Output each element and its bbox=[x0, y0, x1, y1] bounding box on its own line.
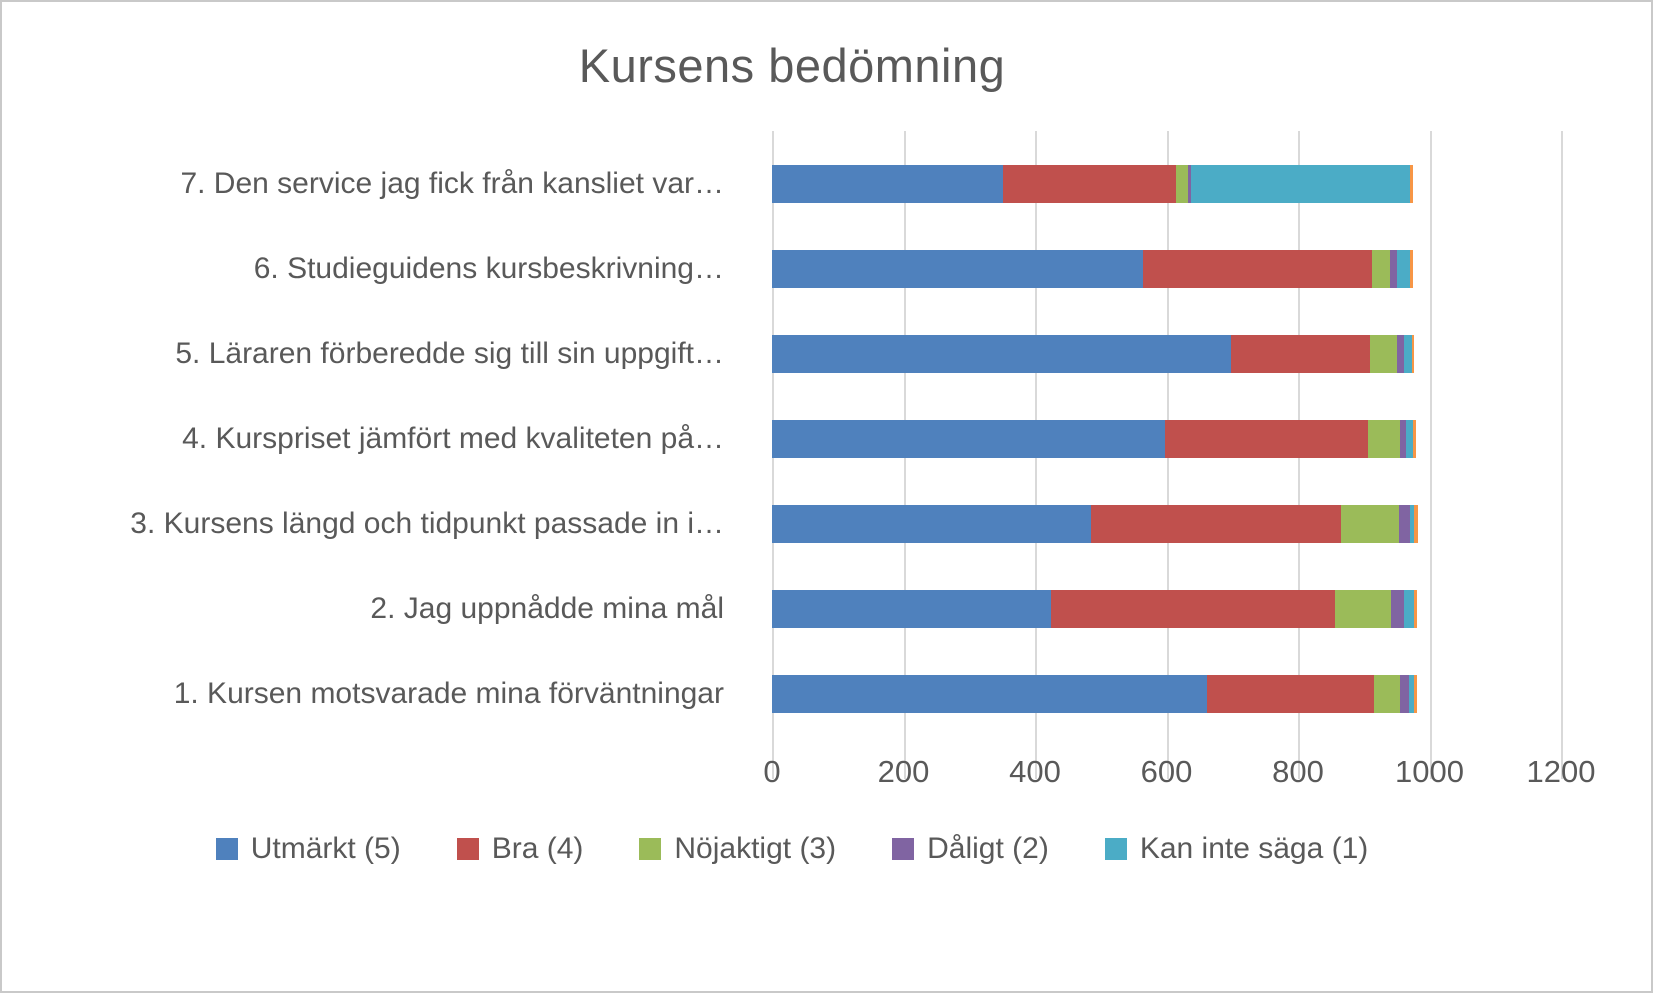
bar-segment bbox=[1230, 334, 1371, 373]
legend-label: Utmärkt (5) bbox=[250, 832, 401, 865]
stacked-bar bbox=[772, 674, 1561, 713]
chart-row: 4. Kurspriset jämfört med kvaliteten på… bbox=[2, 396, 1651, 481]
category-label: 3. Kursens längd och tidpunkt passade in… bbox=[130, 506, 724, 540]
bar-segment bbox=[1399, 674, 1410, 713]
bar-segment bbox=[1050, 589, 1336, 628]
bar-segment bbox=[1390, 249, 1398, 288]
bar-segment bbox=[772, 589, 1051, 628]
stacked-bar bbox=[772, 334, 1561, 373]
bar-segment bbox=[1411, 334, 1415, 373]
category-label: 4. Kurspriset jämfört med kvaliteten på… bbox=[182, 421, 724, 455]
bar-segment bbox=[1396, 334, 1405, 373]
chart-row: 1. Kursen motsvarade mina förväntningar bbox=[2, 651, 1651, 736]
legend-item: Kan inte säga (1) bbox=[1104, 832, 1369, 866]
bar-segment bbox=[772, 334, 1231, 373]
bar-segment bbox=[1164, 419, 1368, 458]
legend-label: Dåligt (2) bbox=[927, 832, 1049, 865]
bar-segment bbox=[1409, 504, 1415, 543]
bar-segment bbox=[1404, 589, 1414, 628]
bar-segment bbox=[1191, 164, 1411, 203]
stacked-bar bbox=[772, 419, 1561, 458]
bar-segment bbox=[1207, 674, 1374, 713]
stacked-bar bbox=[772, 504, 1561, 543]
bar-segment bbox=[1410, 249, 1414, 288]
bar-segment bbox=[1373, 674, 1400, 713]
bar-segment bbox=[1404, 334, 1412, 373]
bar-segment bbox=[1413, 674, 1417, 713]
legend-swatch bbox=[1104, 838, 1127, 860]
chart-row: 5. Läraren förberedde sig till sin uppgi… bbox=[2, 311, 1651, 396]
category-label: 7. Den service jag fick från kansliet va… bbox=[180, 166, 724, 200]
bar-segment bbox=[772, 504, 1091, 543]
bar-segment bbox=[1340, 504, 1400, 543]
category-label: 6. Studieguidens kursbeskrivning… bbox=[253, 251, 724, 285]
x-axis: 0 200 400 600 800 1000 1200 bbox=[2, 736, 1651, 816]
chart-row: 2. Jag uppnådde mina mål bbox=[2, 566, 1651, 651]
legend-item: Utmärkt (5) bbox=[215, 832, 401, 866]
bar-segment bbox=[1399, 504, 1410, 543]
bar-segment bbox=[1414, 504, 1418, 543]
bar-rows: 7. Den service jag fick från kansliet va… bbox=[2, 141, 1651, 736]
bar-segment bbox=[1391, 589, 1405, 628]
stacked-bar-chart: 7. Den service jag fick från kansliet va… bbox=[2, 131, 1651, 816]
bar-segment bbox=[1188, 164, 1192, 203]
bar-segment bbox=[1406, 419, 1413, 458]
stacked-bar bbox=[772, 589, 1561, 628]
x-tick-label: 200 bbox=[877, 754, 930, 789]
bar-segment bbox=[772, 249, 1143, 288]
legend-label: Kan inte säga (1) bbox=[1139, 832, 1369, 865]
x-tick-label: 800 bbox=[1272, 754, 1324, 789]
legend: Utmärkt (5) Bra (4) Nöjaktigt (3) Dåligt (2… bbox=[2, 832, 1582, 866]
chart-row: 6. Studieguidens kursbeskrivning… bbox=[2, 226, 1651, 311]
x-tick-label: 400 bbox=[1009, 754, 1061, 789]
bar-segment bbox=[1410, 164, 1414, 203]
category-label: 1. Kursen motsvarade mina förväntningar bbox=[173, 676, 724, 710]
bar-segment bbox=[1413, 589, 1417, 628]
bar-segment bbox=[1399, 419, 1407, 458]
bar-segment bbox=[1335, 589, 1392, 628]
x-tick-label: 1000 bbox=[1395, 754, 1464, 789]
bar-segment bbox=[1397, 249, 1411, 288]
bar-segment bbox=[1090, 504, 1341, 543]
bar-segment bbox=[772, 674, 1208, 713]
bar-segment bbox=[1002, 164, 1176, 203]
bar-segment bbox=[1413, 419, 1416, 458]
x-tick-label: 0 bbox=[763, 754, 781, 789]
legend-swatch bbox=[892, 838, 915, 860]
chart-row: 7. Den service jag fick från kansliet va… bbox=[2, 141, 1651, 226]
category-label: 5. Läraren förberedde sig till sin uppgi… bbox=[175, 336, 724, 370]
category-label: 2. Jag uppnådde mina mål bbox=[370, 591, 724, 625]
bar-segment bbox=[1370, 334, 1397, 373]
x-tick-label: 600 bbox=[1140, 754, 1193, 789]
bar-segment bbox=[1175, 164, 1189, 203]
bar-segment bbox=[1409, 674, 1414, 713]
legend-item: Nöjaktigt (3) bbox=[639, 832, 836, 866]
x-tick-label: 1200 bbox=[1526, 754, 1596, 789]
bar-segment bbox=[772, 419, 1165, 458]
legend-item: Dåligt (2) bbox=[892, 832, 1049, 866]
legend-label: Bra (4) bbox=[491, 832, 584, 865]
bar-segment bbox=[1142, 249, 1372, 288]
legend-swatch bbox=[456, 838, 479, 860]
stacked-bar bbox=[772, 164, 1561, 203]
legend-item: Bra (4) bbox=[456, 832, 584, 866]
bar-segment bbox=[1371, 249, 1391, 288]
chart-row: 3. Kursens längd och tidpunkt passade in… bbox=[2, 481, 1651, 566]
legend-label: Nöjaktigt (3) bbox=[674, 832, 837, 865]
stacked-bar bbox=[772, 249, 1561, 288]
chart-title: Kursens bedömning bbox=[578, 39, 1006, 92]
bar-segment bbox=[1367, 419, 1400, 458]
legend-swatch bbox=[639, 838, 662, 860]
legend-swatch bbox=[215, 838, 238, 860]
bar-segment bbox=[772, 164, 1003, 203]
